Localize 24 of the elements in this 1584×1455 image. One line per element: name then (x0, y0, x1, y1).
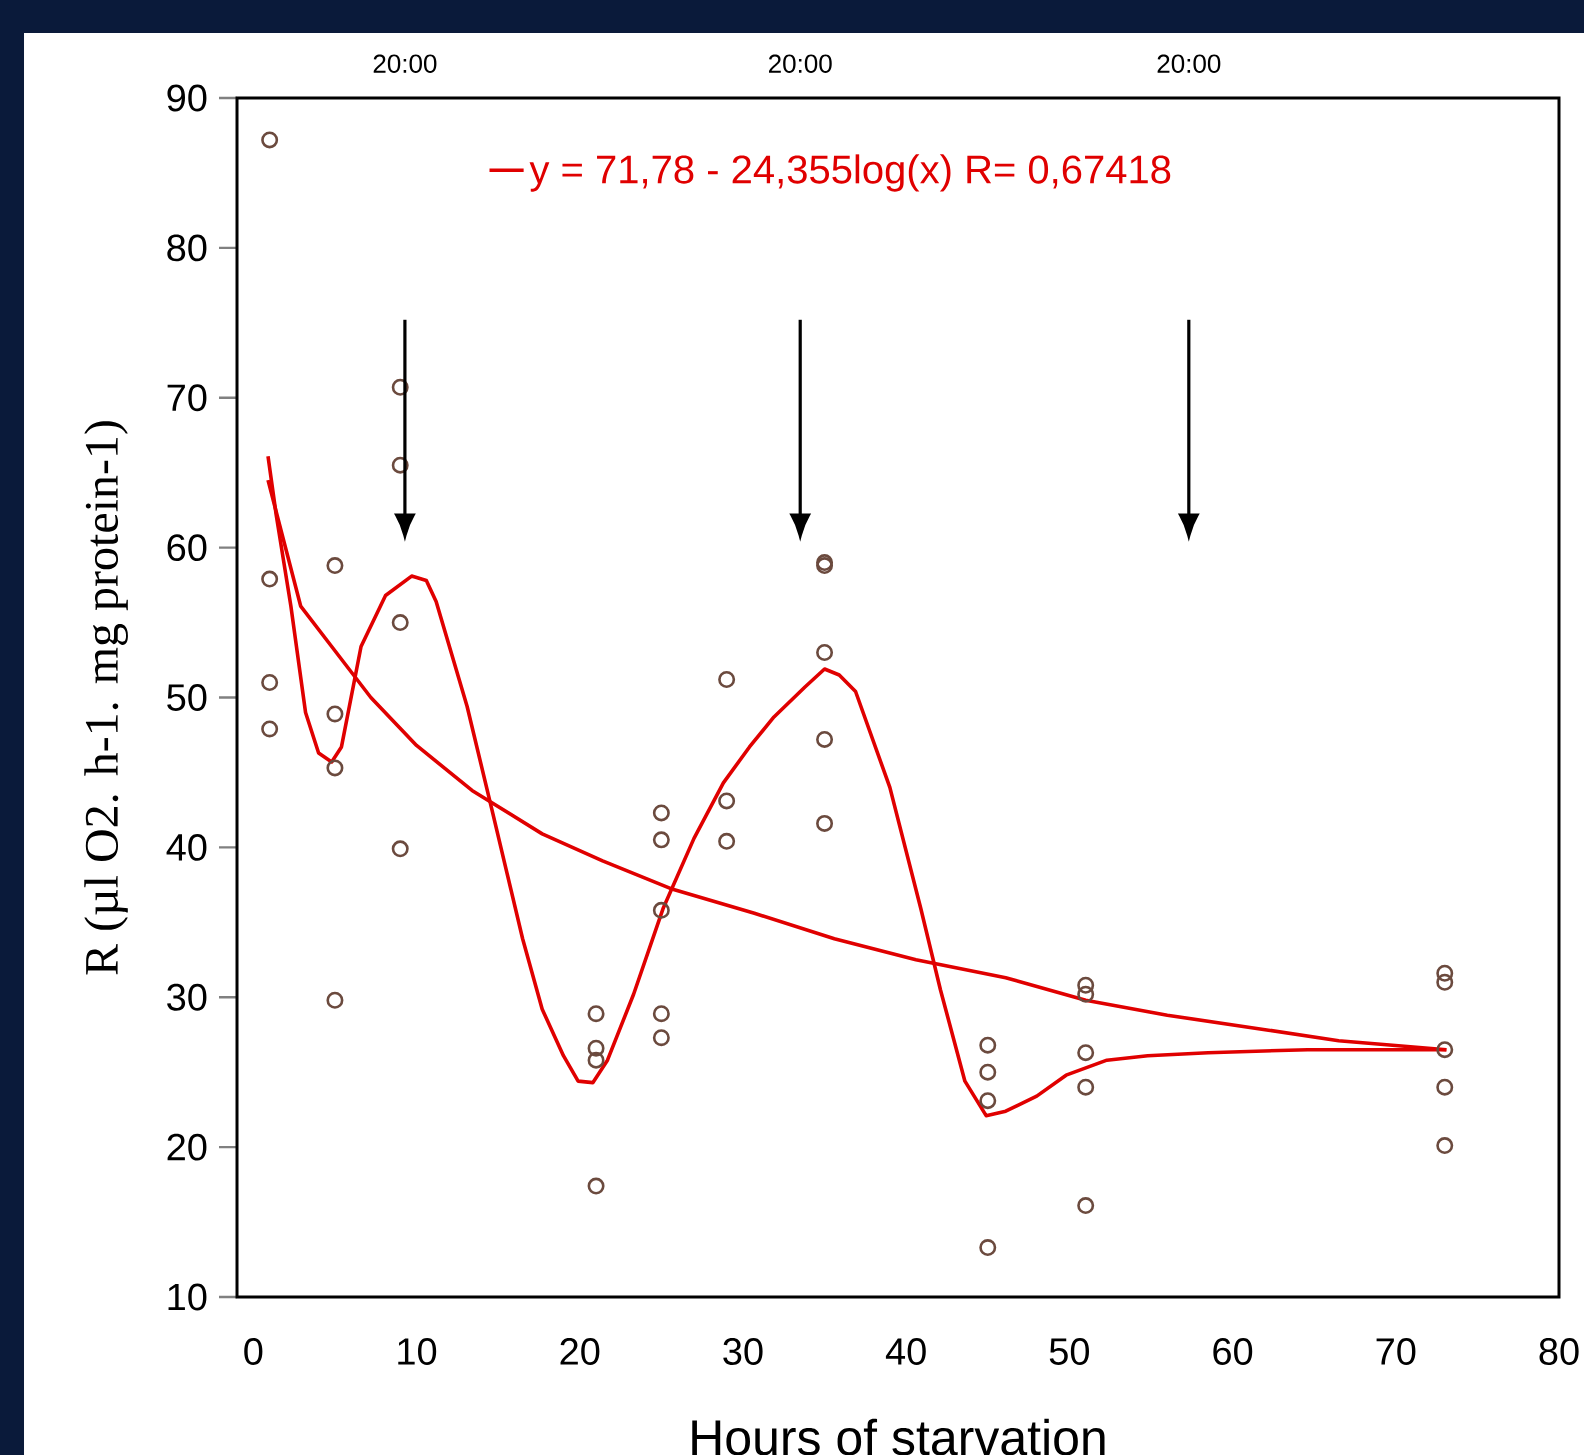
y-axis-title: R (µl O2. h-1. mg protein-1) (84, 421, 128, 975)
y-tick-label: 50 (167, 684, 207, 711)
y-tick-label: 70 (167, 384, 207, 412)
y-tick-label: 90 (167, 84, 207, 112)
x-tick-label: 70 (1376, 1338, 1416, 1365)
x-tick-label: 20 (560, 1338, 600, 1365)
x-tick-label: 60 (1213, 1338, 1253, 1365)
text: 20:00 (1157, 54, 1221, 73)
x-tick-label: 50 (1049, 1338, 1089, 1365)
x-tick-label: 0 (244, 1338, 263, 1365)
y-tick-label: 60 (167, 534, 207, 562)
x-tick-label: 40 (885, 1338, 926, 1365)
legend-label: y = 71,78 - 24,355log(x) R= 0,67418 (529, 154, 1171, 192)
y-tick-label: 80 (167, 234, 207, 262)
x-axis-title: Hours of starvation (692, 1418, 1105, 1455)
y-tick-label: 30 (167, 983, 207, 1011)
y-tick-label: 20 (167, 1133, 207, 1161)
text: 20:00 (373, 54, 437, 73)
x-tick-label: 80 (1539, 1338, 1579, 1365)
y-tick-label: 40 (166, 833, 207, 861)
text: 20:00 (769, 54, 832, 73)
x-tick-label: 10 (398, 1338, 437, 1365)
x-tick-label: 30 (723, 1338, 763, 1365)
y-tick-label: 10 (168, 1283, 207, 1311)
